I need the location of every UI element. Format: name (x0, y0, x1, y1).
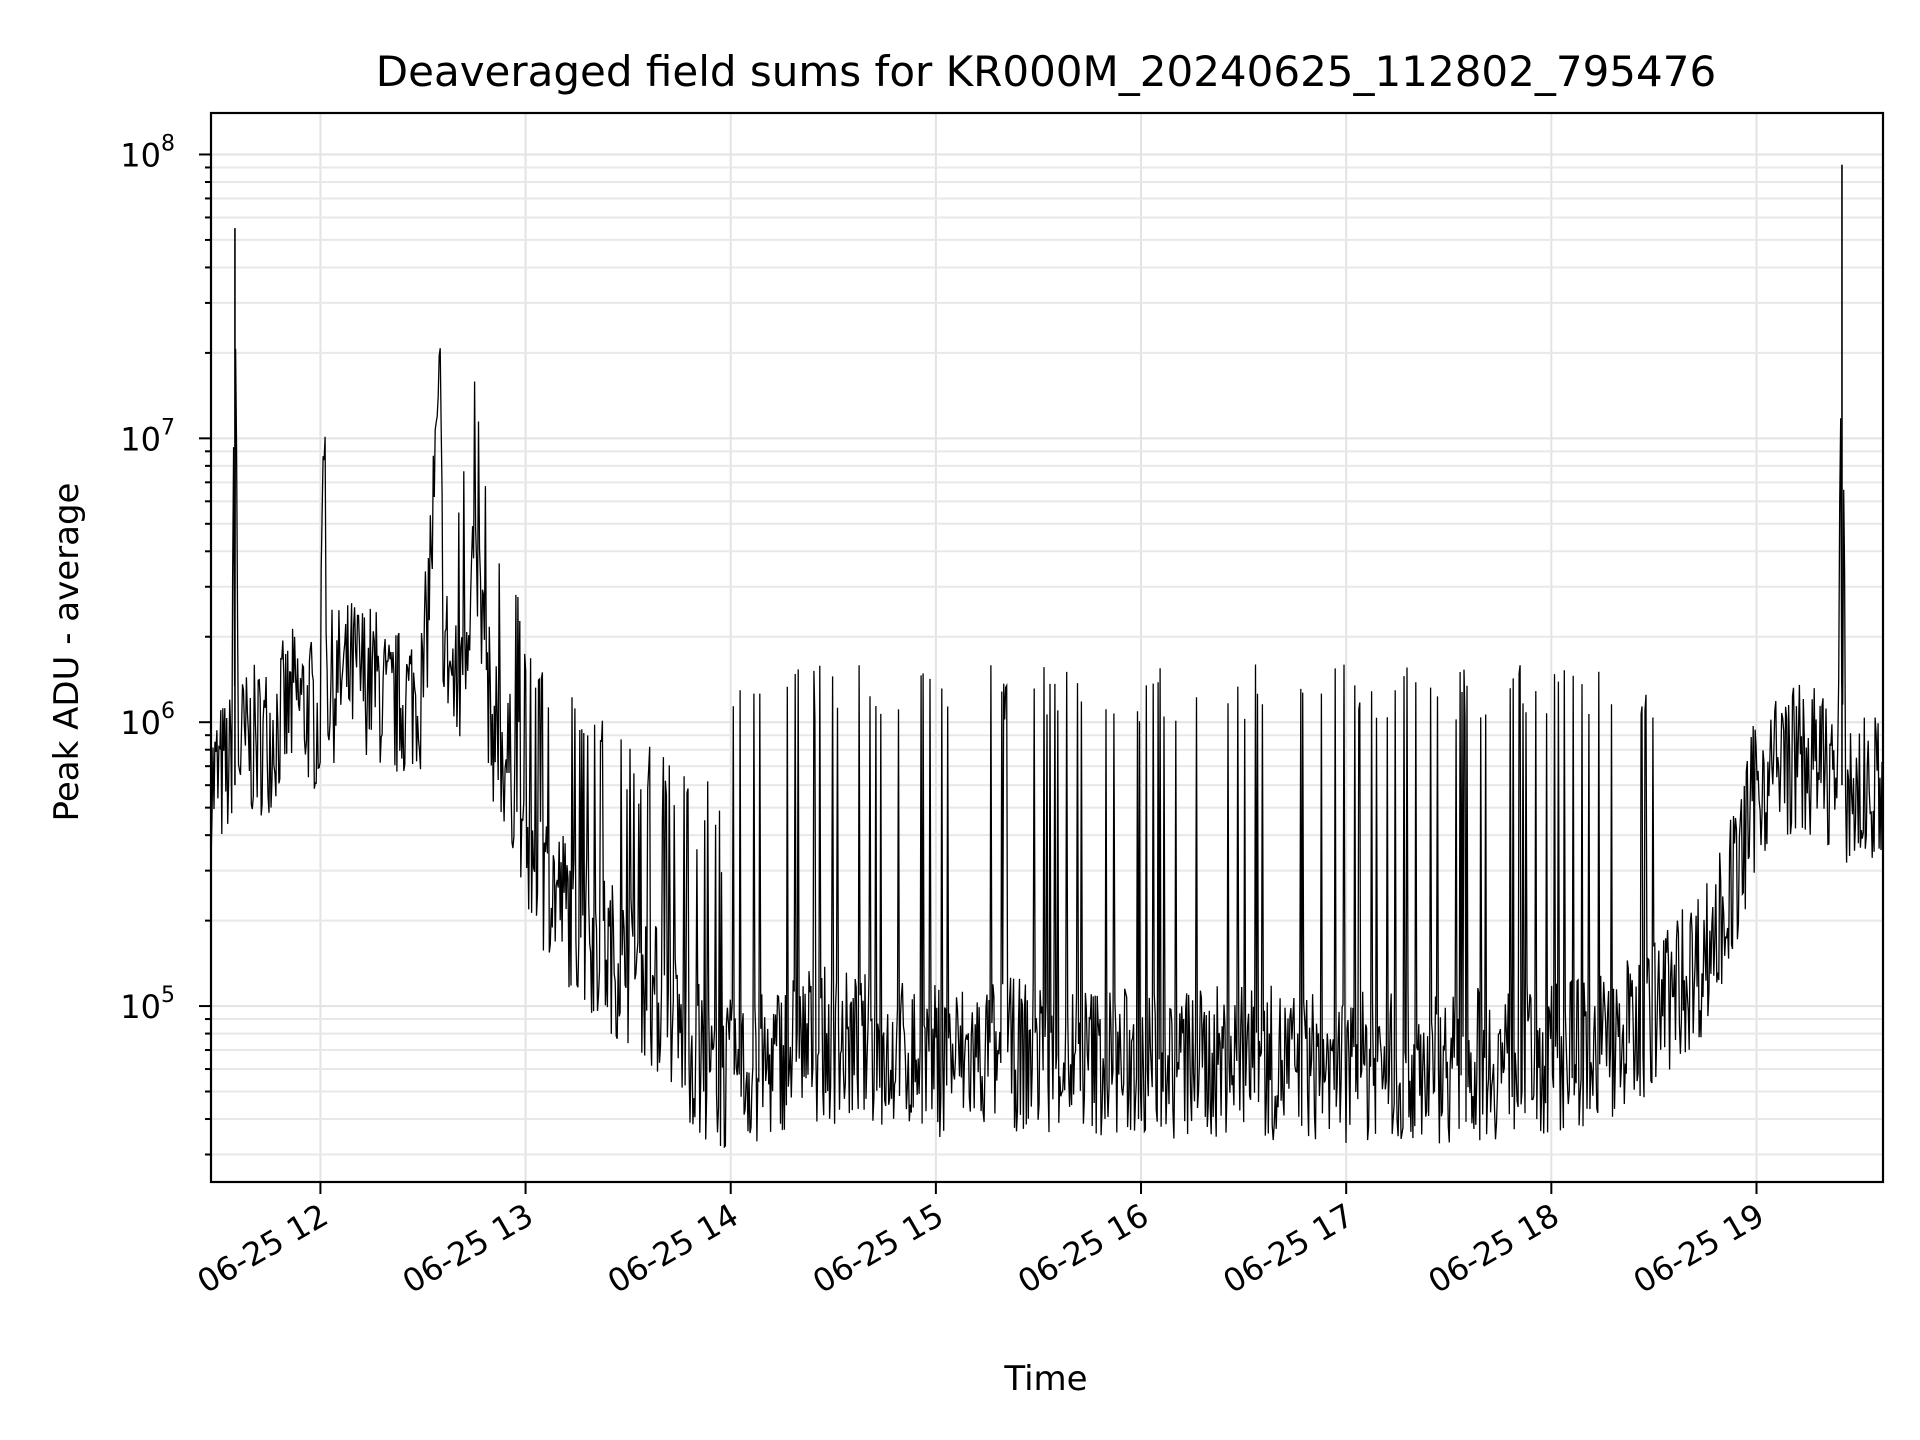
y-tick-label: 107 (120, 415, 175, 458)
plot-frame (209, 111, 1885, 1184)
x-tick-label: 06-25 12 (191, 1196, 335, 1301)
y-axis-label: Peak ADU - average (47, 483, 87, 822)
y-tick-label: 106 (120, 699, 175, 742)
x-tick-label: 06-25 18 (1422, 1196, 1566, 1301)
x-tick-label: 06-25 17 (1217, 1196, 1361, 1301)
y-tick-label: 105 (120, 983, 175, 1026)
y-tick-label: 108 (120, 131, 175, 174)
x-tick-label: 06-25 19 (1627, 1196, 1771, 1301)
x-axis: 06-25 12 06-25 13 06-25 14 06-25 15 06-25 16… (191, 1182, 1771, 1301)
x-tick-label: 06-25 15 (806, 1196, 950, 1301)
plot-area (210, 164, 1884, 1149)
chart-title: Deaveraged field sums for KR000M_2024062… (376, 47, 1716, 96)
spikes (234, 164, 1843, 786)
x-tick-label: 06-25 16 (1011, 1196, 1155, 1301)
x-tick-label: 06-25 13 (396, 1196, 540, 1301)
series-line (210, 348, 1884, 1149)
x-axis-label: Time (1003, 1359, 1087, 1399)
y-axis: 105 106 107 108 (120, 131, 211, 1156)
x-tick-label: 06-25 14 (601, 1196, 745, 1301)
